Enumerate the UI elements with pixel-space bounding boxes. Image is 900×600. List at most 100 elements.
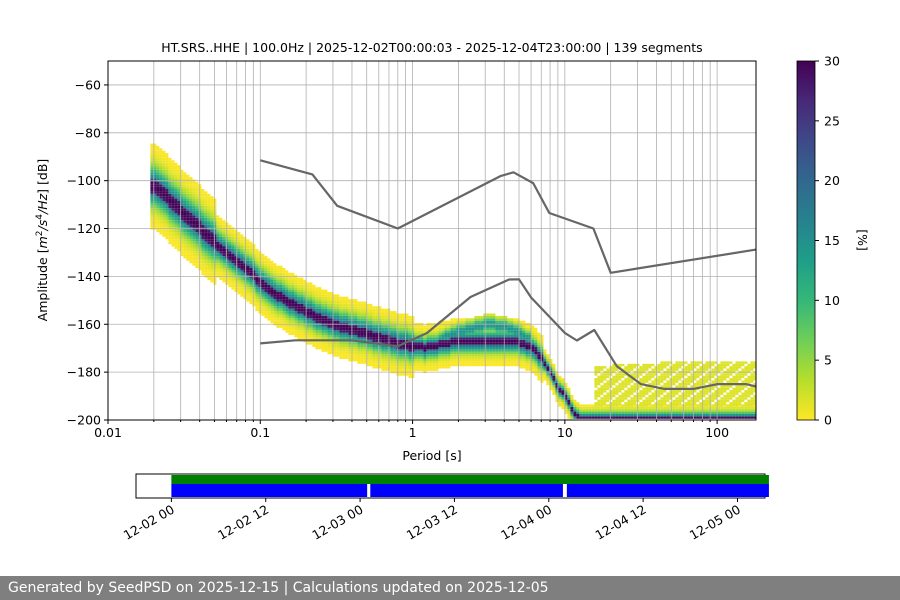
density-cell	[192, 263, 196, 266]
density-cell	[321, 313, 325, 316]
density-cell	[357, 356, 361, 359]
density-cell	[678, 409, 682, 412]
density-cell	[249, 244, 253, 247]
density-cell	[327, 351, 331, 355]
density-cell	[282, 308, 286, 312]
density-cell	[525, 351, 529, 355]
density-cell	[216, 258, 220, 261]
density-cell	[225, 222, 229, 225]
density-cell	[360, 351, 364, 355]
density-cell	[555, 390, 559, 393]
density-cell	[726, 385, 730, 388]
density-cell	[549, 368, 553, 371]
density-cell	[348, 320, 352, 324]
density-cell	[717, 380, 721, 383]
density-cell	[645, 373, 649, 376]
density-cell	[270, 306, 274, 309]
density-cell	[741, 394, 745, 398]
density-cell	[744, 394, 748, 398]
density-cell	[162, 229, 166, 233]
density-cell	[684, 368, 688, 371]
density-cell	[306, 292, 310, 295]
density-cell	[696, 397, 700, 400]
density-cell	[177, 205, 181, 209]
density-cell	[279, 270, 283, 273]
density-cell	[639, 380, 643, 383]
density-cell	[408, 366, 412, 369]
density-cell	[618, 378, 622, 381]
density-cell	[384, 342, 388, 345]
density-cell	[165, 196, 169, 199]
density-cell	[723, 373, 727, 376]
density-cell	[237, 292, 241, 295]
density-cell	[222, 272, 226, 276]
density-cell	[654, 394, 658, 398]
density-cell	[270, 313, 274, 316]
density-cell	[564, 404, 568, 407]
density-cell	[369, 359, 373, 362]
density-cell	[363, 344, 367, 347]
density-cell	[651, 409, 655, 412]
density-cell	[459, 335, 463, 338]
density-cell	[237, 268, 241, 271]
density-cell	[231, 246, 235, 249]
density-cell	[477, 337, 481, 340]
density-cell	[705, 416, 709, 419]
density-cell	[372, 325, 376, 328]
density-cell	[726, 404, 730, 407]
density-cell	[240, 287, 244, 290]
density-cell	[576, 404, 580, 407]
colorbar-tick-label: 0	[824, 413, 832, 428]
density-cell	[234, 253, 238, 257]
density-cell	[276, 280, 280, 283]
density-cell	[207, 229, 211, 233]
density-cell	[666, 380, 670, 383]
density-cell	[393, 347, 397, 350]
density-cell	[183, 224, 187, 228]
density-cell	[432, 366, 436, 369]
density-cell	[321, 294, 325, 297]
density-cell	[327, 313, 331, 316]
density-cell	[327, 335, 331, 338]
density-cell	[684, 366, 688, 369]
density-cell	[150, 191, 154, 194]
density-cell	[153, 189, 157, 192]
density-cell	[177, 174, 181, 178]
density-cell	[153, 215, 157, 218]
density-cell	[462, 354, 466, 357]
density-cell	[210, 246, 214, 249]
density-cell	[219, 272, 223, 276]
density-cell	[663, 361, 667, 364]
density-cell	[357, 330, 361, 333]
density-cell	[297, 306, 301, 309]
density-cell	[732, 409, 736, 412]
density-cell	[174, 232, 178, 235]
density-cell	[303, 320, 307, 324]
density-cell	[393, 332, 397, 335]
density-cell	[741, 406, 745, 410]
density-cell	[738, 378, 742, 381]
density-cell	[732, 404, 736, 407]
density-cell	[333, 294, 337, 297]
density-cell	[288, 311, 292, 314]
density-cell	[435, 349, 439, 352]
density-cell	[747, 375, 751, 379]
density-cell	[276, 277, 280, 280]
density-cell	[318, 313, 322, 316]
density-cell	[177, 220, 181, 223]
density-cell	[699, 406, 703, 410]
density-cell	[492, 318, 496, 321]
density-cell	[381, 318, 385, 321]
density-cell	[450, 363, 454, 367]
density-cell	[435, 332, 439, 335]
density-cell	[699, 390, 703, 393]
density-cell	[375, 335, 379, 338]
density-cell	[171, 162, 175, 166]
density-cell	[741, 409, 745, 412]
density-cell	[264, 313, 268, 316]
density-cell	[174, 208, 178, 211]
density-cell	[204, 193, 208, 197]
density-cell	[372, 311, 376, 314]
density-cell	[159, 160, 163, 163]
density-cell	[507, 320, 511, 324]
